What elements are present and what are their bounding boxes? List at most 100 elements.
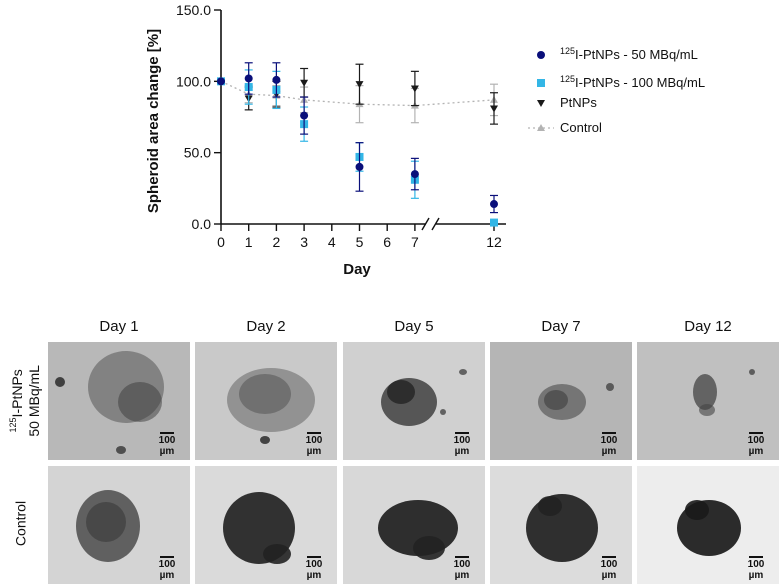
spheroid-shape	[749, 369, 755, 375]
spheroid-shape	[606, 383, 614, 391]
spheroid-shape	[413, 536, 445, 560]
spheroid-shape	[55, 377, 65, 387]
scale-bar-label: 100 µm	[739, 556, 773, 581]
micrograph-image	[48, 466, 190, 584]
spheroid-shape	[544, 390, 568, 410]
x-tick-label: 3	[300, 234, 308, 250]
y-tick-label: 0.0	[192, 216, 212, 232]
scale-bar	[455, 432, 469, 434]
scale-bar-label: 100 µm	[445, 556, 479, 581]
x-tick-label: 4	[328, 234, 336, 250]
micrograph-image	[343, 466, 485, 584]
column-header-day-7: Day 7	[541, 318, 581, 335]
scale-bar-label: 100 µm	[297, 432, 331, 457]
legend-label-isotope: 125	[560, 46, 575, 56]
scale-bar	[307, 556, 321, 558]
axis-break-mark	[431, 217, 440, 231]
row-label-treated: 125I-PtNPs 50 MBq/mL	[5, 351, 43, 451]
scale-bar-label: 100 µm	[592, 432, 626, 457]
scale-bar-label: 100 µm	[150, 432, 184, 457]
column-header-day-1: Day 1	[99, 318, 139, 335]
scale-bar-label: 100 µm	[445, 432, 479, 457]
chart-series	[217, 62, 498, 227]
spheroid-shape	[693, 374, 717, 410]
y-tick-label: 150.0	[176, 2, 211, 18]
micrograph-image	[195, 466, 337, 584]
data-point	[490, 200, 498, 209]
x-tick-label: 2	[273, 234, 281, 250]
micrograph-control-day-12: 100 µm	[637, 466, 779, 584]
y-tick-label: 100.0	[176, 73, 211, 89]
scale-bar	[602, 432, 616, 434]
legend-label-name: I-PtNPs - 50 MBq/mL	[575, 47, 698, 62]
legend-item-3: Control	[528, 120, 602, 135]
spheroid-shape	[116, 446, 126, 454]
x-tick-label: 0	[217, 234, 225, 250]
data-point	[490, 105, 498, 113]
legend-item-0: 125I-PtNPs - 50 MBq/mL	[537, 46, 698, 62]
data-point	[410, 170, 419, 179]
y-axis-title: Spheroid area change [%]	[145, 29, 162, 213]
legend-item-2: PtNPs	[537, 95, 597, 110]
spheroid-shape	[260, 436, 270, 444]
x-tick-label: 5	[356, 234, 364, 250]
micrograph-treated-day-5: 100 µm	[343, 342, 485, 460]
row-label-control: Control	[12, 500, 29, 547]
legend-marker	[537, 100, 545, 107]
legend-item-1: 125I-PtNPs - 100 MBq/mL	[537, 74, 705, 90]
series-0	[217, 62, 498, 214]
data-point	[272, 75, 281, 84]
micrograph-image	[48, 342, 190, 460]
data-point	[355, 162, 364, 171]
spheroid-shape	[526, 494, 598, 562]
legend-label: PtNPs	[560, 95, 597, 110]
micrograph-image	[637, 466, 779, 584]
scale-bar-label: 100 µm	[297, 556, 331, 581]
spheroid-shape	[387, 380, 415, 404]
spheroid-shape	[263, 544, 291, 564]
scale-bar	[749, 556, 763, 558]
chart-axes: 0.0 50.0 100.0 150.0 Spheroid area change [%…	[145, 2, 506, 278]
spheroid-shape	[459, 369, 467, 375]
series-line	[220, 80, 495, 107]
row-label-isotope: 125	[8, 417, 19, 433]
scale-bar-label: 100 µm	[739, 432, 773, 457]
row-label-treated-name: I-PtNPs	[8, 369, 25, 418]
micrograph-control-day-5: 100 µm	[343, 466, 485, 584]
micrograph-treated-day-2: 100 µm	[195, 342, 337, 460]
micrograph-treated-day-7: 100 µm	[490, 342, 632, 460]
micrograph-control-day-2: 100 µm	[195, 466, 337, 584]
spheroid-shape	[538, 496, 562, 516]
spheroid-shape	[699, 404, 715, 416]
series-1	[217, 69, 498, 227]
data-point	[217, 77, 225, 86]
scale-bar	[307, 432, 321, 434]
x-axis-title: Day	[343, 261, 371, 278]
x-tick-label: 1	[245, 234, 253, 250]
x-tick-label: 7	[411, 234, 419, 250]
scale-bar-label: 100 µm	[592, 556, 626, 581]
legend-label-isotope: 125	[560, 74, 575, 84]
micrograph-image	[490, 342, 632, 460]
spheroid-shape	[118, 382, 162, 422]
data-point	[300, 79, 309, 87]
scale-bar-label: 100 µm	[150, 556, 184, 581]
y-tick-label: 50.0	[184, 145, 211, 161]
micrograph-treated-day-12: 100 µm	[637, 342, 779, 460]
micrograph-control-day-7: 100 µm	[490, 466, 632, 584]
data-point	[300, 111, 309, 120]
scale-bar	[749, 432, 763, 434]
column-header-day-5: Day 5	[394, 318, 434, 335]
x-tick-label: 6	[383, 234, 391, 250]
spheroid-shape	[440, 409, 446, 415]
scale-bar	[160, 556, 174, 558]
x-tick-label: 12	[486, 234, 502, 250]
micrograph-treated-day-1: 100 µm	[48, 342, 190, 460]
spheroid-shape	[685, 500, 709, 520]
micrograph-image	[637, 342, 779, 460]
legend-marker	[537, 124, 545, 131]
micrograph-image	[490, 466, 632, 584]
legend-label-name: I-PtNPs - 100 MBq/mL	[575, 75, 705, 90]
data-point	[244, 74, 253, 83]
